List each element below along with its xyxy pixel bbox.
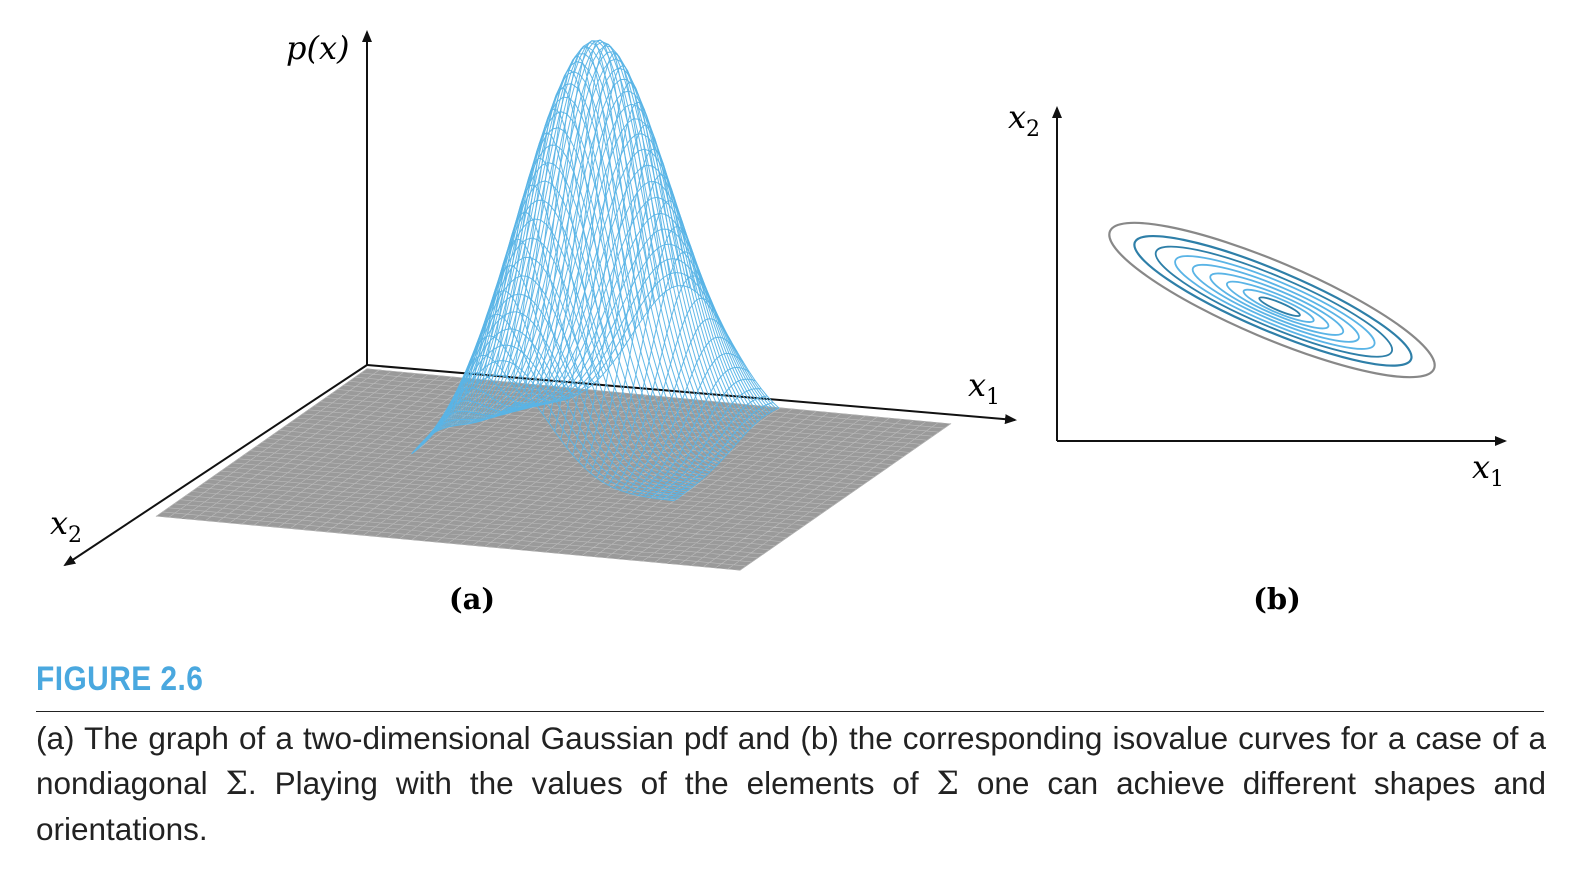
figure-caption: (a) The graph of a two-dimensional Gauss… [36, 716, 1546, 852]
figure-illustration: p(x) x1 x2 (a) x2 x1 (b) [0, 0, 1596, 660]
panel-a-z-axis-label: p(x) [286, 29, 350, 67]
figure-title: FIGURE 2.6 [36, 660, 203, 699]
isovalue-contours [1095, 196, 1449, 403]
panel-a-x2-axis-label: x2 [50, 504, 82, 548]
sigma-symbol: Σ [937, 766, 959, 802]
panel-a-label: (a) [449, 582, 495, 616]
panel-a-gaussian-surface: p(x) x1 x2 (a) [50, 29, 1015, 616]
panel-b-x1-axis-label: x1 [1472, 448, 1504, 492]
panel-a-x1-axis-label: x1 [968, 366, 1000, 410]
panel-b-x2-axis-label: x2 [1008, 98, 1040, 142]
caption-divider [36, 711, 1544, 712]
panel-b-isovalue-curves: x2 x1 (b) [1008, 98, 1505, 616]
panel-b-label: (b) [1253, 582, 1301, 616]
sigma-symbol: Σ [226, 766, 248, 802]
